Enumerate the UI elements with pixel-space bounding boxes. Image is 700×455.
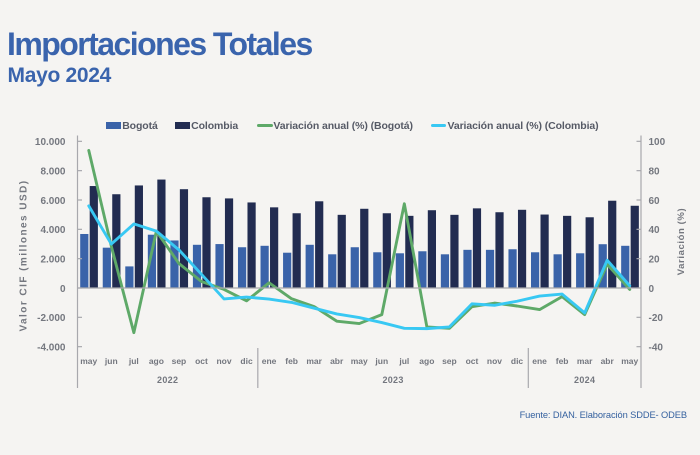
svg-text:2.000: 2.000 [40,254,65,265]
svg-text:feb: feb [556,356,569,366]
svg-text:nov: nov [487,356,502,366]
svg-text:80: 80 [649,166,661,177]
svg-text:6.000: 6.000 [40,196,65,207]
svg-text:-20: -20 [649,313,664,324]
svg-text:Valor CIF (millones USD): Valor CIF (millones USD) [18,179,29,331]
svg-text:4.000: 4.000 [40,225,65,236]
svg-text:ago: ago [149,356,164,366]
svg-text:abr: abr [330,356,344,366]
svg-text:mar: mar [577,356,593,366]
svg-text:sep: sep [442,356,457,366]
svg-text:2022: 2022 [157,375,178,385]
svg-text:2023: 2023 [382,375,403,385]
svg-text:may: may [80,356,97,366]
svg-text:Variación (%): Variación (%) [676,208,687,275]
svg-text:may: may [621,356,638,366]
svg-text:jun: jun [374,356,388,366]
svg-text:jun: jun [104,356,118,366]
svg-text:-2.000: -2.000 [37,313,66,324]
svg-text:feb: feb [285,356,298,366]
svg-text:-40: -40 [649,342,664,353]
svg-text:jul: jul [398,356,409,366]
svg-text:10.000: 10.000 [35,137,66,148]
svg-text:20: 20 [649,254,661,265]
svg-text:sep: sep [172,356,187,366]
svg-text:dic: dic [511,356,524,366]
svg-text:40: 40 [649,225,661,236]
svg-text:may: may [351,356,368,366]
svg-text:60: 60 [649,196,661,207]
svg-text:ago: ago [419,356,434,366]
svg-text:ene: ene [262,356,277,366]
svg-text:mar: mar [306,356,322,366]
svg-text:oct: oct [195,356,208,366]
svg-text:0: 0 [60,284,66,295]
svg-text:8.000: 8.000 [40,166,65,177]
svg-text:ene: ene [532,356,547,366]
svg-text:jul: jul [128,356,139,366]
svg-text:100: 100 [649,137,666,148]
svg-text:2024: 2024 [574,375,595,385]
svg-text:0: 0 [649,284,655,295]
svg-text:nov: nov [216,356,231,366]
svg-text:-4.000: -4.000 [37,342,66,353]
svg-text:oct: oct [466,356,479,366]
svg-text:dic: dic [240,356,253,366]
svg-text:abr: abr [601,356,615,366]
